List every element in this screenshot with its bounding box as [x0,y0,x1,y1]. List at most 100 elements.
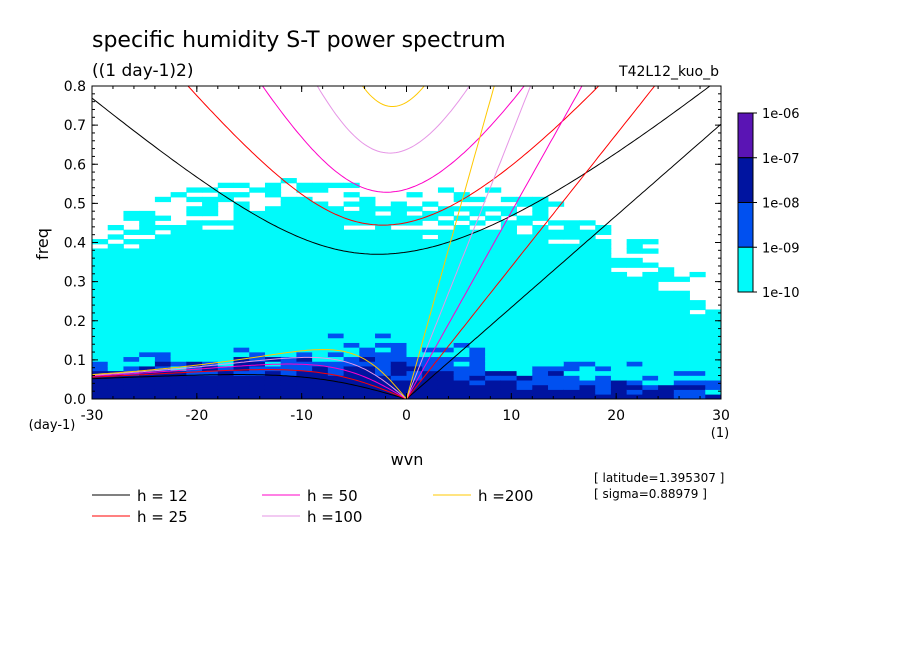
power-cell [406,351,423,358]
power-cell [595,379,612,386]
power-cell [249,229,266,235]
power-cell [249,286,266,292]
power-cell [312,276,329,282]
power-cell [202,243,219,250]
power-cell [532,379,549,386]
power-cell [548,243,565,250]
power-cell [390,215,407,221]
power-cell [154,253,172,259]
power-cell [249,300,266,306]
power-cell [406,234,423,240]
power-cell [422,210,439,217]
power-cell [642,379,659,386]
power-cell [689,300,706,306]
power-cell [233,281,250,287]
curve-rossby-h200 [92,348,407,399]
power-cell [296,182,313,189]
power-cell [642,295,659,301]
power-cell [579,389,596,395]
power-cell [563,332,580,339]
power-cell [139,351,156,358]
power-cell [469,342,486,348]
power-cell [249,328,266,334]
power-cell [233,192,250,198]
power-cell [579,370,596,376]
power-cell [375,347,392,353]
power-cell [359,300,376,306]
power-cell [658,384,675,390]
power-cell [469,328,486,334]
power-cell [453,300,470,306]
power-cell [202,370,219,376]
power-cell [453,271,470,278]
power-cell [217,300,234,306]
power-cell [548,309,565,315]
power-cell [359,379,376,386]
power-cell [359,290,376,297]
power-cell [626,262,643,268]
power-cell [280,328,297,334]
power-cell [406,290,423,297]
power-cell [233,243,250,250]
y-axis-unit: (day-1) [29,418,76,433]
power-cell [233,314,250,320]
power-cell [658,314,675,320]
power-cell [217,220,234,226]
power-cell [406,342,423,348]
power-cell [705,318,721,325]
power-cell [375,309,392,315]
power-cell [626,239,643,245]
power-cell [469,267,486,273]
power-cell [359,257,376,264]
power-cell [532,239,549,245]
power-cell [390,361,407,367]
power-cell [312,323,329,329]
y-axis-label: freq [33,228,52,260]
power-cell [123,267,140,273]
power-cell [469,304,486,311]
power-cell [296,267,313,273]
power-cell [390,384,407,390]
power-cell [705,375,721,381]
power-cell [280,365,297,372]
power-cell [186,365,203,372]
power-cell [343,318,360,325]
power-cell [264,257,282,264]
power-cell [658,276,675,282]
power-cell [453,375,470,381]
power-cell [548,347,565,353]
power-cell [264,295,282,301]
power-cell [296,210,313,217]
power-cell [453,394,470,399]
power-cell [516,323,533,329]
power-cell [548,201,565,207]
power-cell [500,323,517,329]
power-cell [658,375,675,381]
power-cell [154,318,172,325]
power-cell [217,328,234,334]
power-cell [563,234,580,240]
power-cell [658,342,675,348]
power-cell [233,375,250,381]
power-cell [92,375,109,381]
power-cell [264,389,282,395]
power-cell [390,243,407,250]
power-cell [327,248,344,254]
power-cell [312,309,329,315]
power-cell [280,286,297,292]
power-cell [186,239,203,245]
power-cell [139,394,156,399]
power-cell [422,389,439,395]
power-cell [107,361,124,367]
power-cell [202,300,219,306]
power-cell [469,332,486,339]
power-cell [532,384,549,390]
power-cell [280,318,297,325]
power-cell [563,267,580,273]
power-cell [437,267,455,273]
power-cell [375,356,392,362]
power-cell [485,379,502,386]
power-cell [626,332,643,339]
power-cell [107,323,124,329]
power-cell [548,370,565,376]
